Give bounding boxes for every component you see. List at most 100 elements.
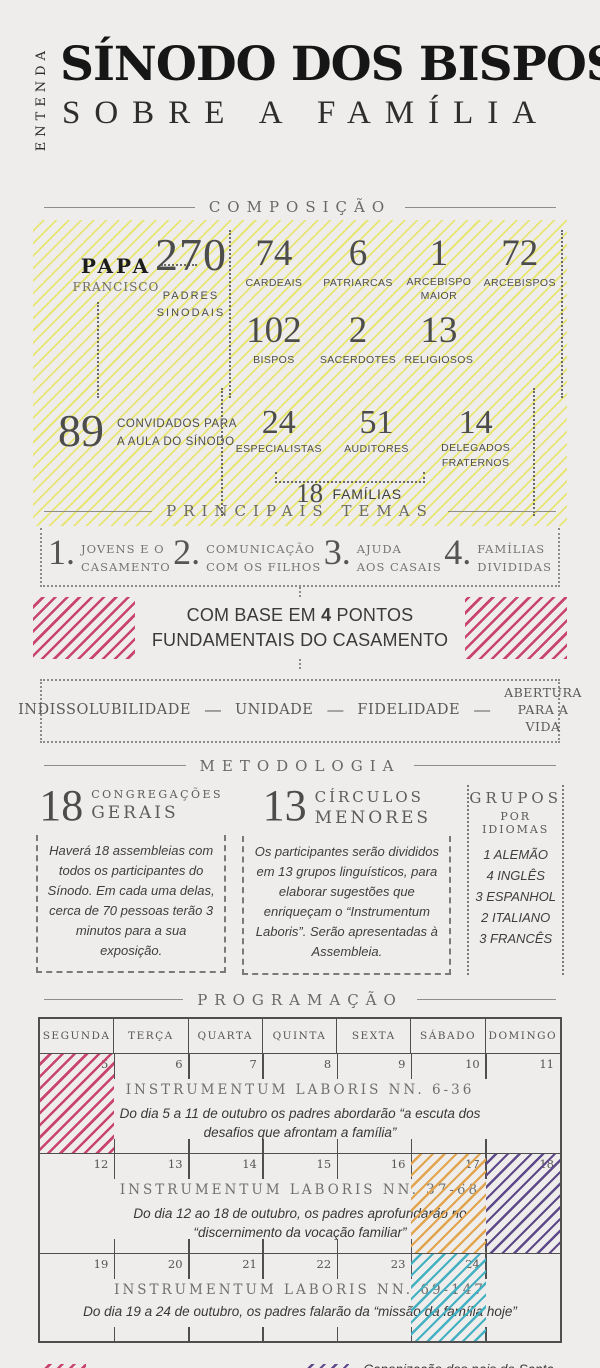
arcebispos-value: 72 — [501, 233, 539, 274]
pontos-band: COM BASE EM 4 PONTOS FUNDAMENTAIS DO CAS… — [33, 596, 567, 659]
calendar-week-2: 12 13 14 15 16 17 18 INSTRUMENTUM LABORI… — [40, 1152, 560, 1253]
padres-sinodais-value: 270 — [155, 229, 227, 280]
grupos-title-2: POR IDIOMAS — [482, 809, 550, 836]
dash-separator: — — [474, 701, 491, 719]
band-line-1: COM BASE EM 4 PONTOS — [135, 603, 465, 627]
familias-value: 18 — [296, 478, 324, 508]
composicao-section: PAPA FRANCISCO 270 PADRES SINODAIS 74 CA… — [33, 220, 567, 526]
tema-3-label: AJUDA AOS CASAIS — [356, 542, 442, 575]
circulos-label-1: CÍRCULOS — [314, 787, 424, 806]
day-cell: 15 — [263, 1153, 339, 1253]
day-cell: 11 — [486, 1054, 560, 1153]
highlight-day-18-canonizacao — [485, 1153, 560, 1253]
day-header-sabado: SÁBADO — [411, 1018, 486, 1053]
member-stat: 74 CARDEAIS — [231, 233, 317, 303]
composicao-heading: COMPOSIÇÃO — [44, 198, 556, 216]
day-cell: 7 — [189, 1053, 265, 1153]
calendar: SEGUNDA TERÇA QUARTA QUINTA SEXTA SÁBADO… — [38, 1016, 562, 1343]
member-stat: 13 RELIGIOSOS — [399, 310, 478, 367]
bispos-value: 102 — [246, 310, 302, 352]
metodologia-row: 18 CONGREGAÇÕES GERAIS Haverá 18 assembl… — [36, 783, 564, 975]
congregacoes-header: 18 CONGREGAÇÕES GERAIS — [36, 783, 226, 827]
pontos-box: INDISSOLUBILIDADE — UNIDADE — FIDELIDADE… — [18, 678, 581, 743]
member-stat: 1 ARCEBISPO MAIOR — [399, 233, 478, 303]
day-header-quarta: QUARTA — [189, 1018, 263, 1053]
padres-sinodais-label: PADRES SINODAIS — [156, 290, 226, 319]
legend-day-number: 18 — [303, 1364, 349, 1368]
guests-box: 24 ESPECIALISTAS 51 AUDITORES 14 DELEGAD… — [221, 388, 535, 516]
highlight-day-5-primeira-sessao — [40, 1053, 115, 1153]
circulos-column: 13 CÍRCULOS MENORES Os participantes ser… — [242, 783, 452, 975]
bispos-label: BISPOS — [253, 353, 295, 366]
page-subtitle: SOBRE A FAMÍLIA — [62, 95, 551, 132]
day-header-quinta: QUINTA — [263, 1018, 338, 1053]
day-number: 22 — [316, 1256, 332, 1271]
day-number: 23 — [390, 1256, 406, 1271]
delegados-label: DELEGADOS FRATERNOS — [441, 442, 511, 469]
week-2-title: INSTRUMENTUM LABORIS NN. 37-68 — [119, 1181, 481, 1198]
band-line-2: FUNDAMENTAIS DO CASAMENTO — [151, 629, 449, 650]
heading-rule-left — [44, 510, 153, 512]
day-header-domingo: DOMINGO — [488, 1029, 558, 1042]
heading-rule-right — [447, 510, 556, 512]
convidados-label: CONVIDADOS PARA A AULA DO SÍNODO — [117, 418, 237, 448]
day-cell: 22 — [263, 1253, 339, 1341]
especialistas-label: ESPECIALISTAS — [235, 443, 322, 456]
tema-1: 1. JOVENS E O CASAMENTO — [48, 534, 171, 577]
arcebispos-label: ARCEBISPOS — [483, 276, 556, 289]
day-number: 16 — [390, 1156, 406, 1171]
week-2-description: Do dia 12 ao 18 de outubro, os padres ap… — [133, 1205, 467, 1241]
tema-3: 3. AJUDA AOS CASAIS — [324, 534, 442, 577]
papa-title: PAPA — [80, 254, 152, 278]
heading-rule-left — [44, 765, 186, 767]
day-cell: 14 — [189, 1153, 265, 1253]
heading-rule-right — [405, 206, 556, 208]
header: ENTENDA SÍNODO DOS BISPOS SOBRE A FAMÍLI… — [0, 0, 600, 166]
highlight-day-17-aniversario — [411, 1153, 486, 1253]
day-cell: 21 — [189, 1253, 265, 1341]
congregacoes-label-2: GERAIS — [91, 802, 179, 823]
legend-text: Canonização dos pais de Santa Teresa de … — [363, 1361, 560, 1368]
circulos-label-2: MENORES — [314, 807, 432, 828]
week-3-title: INSTRUMENTUM LABORIS NN. 69-147 — [114, 1281, 486, 1298]
calendar-week-3: 19 20 21 22 23 24 INSTRUMENTUM LABORIS N… — [40, 1252, 560, 1341]
circulos-header: 13 CÍRCULOS MENORES — [242, 783, 451, 828]
heading-rule-left — [44, 999, 184, 1001]
day-cell: 6 — [114, 1053, 190, 1153]
day-cell: 9 — [337, 1053, 413, 1153]
day-cell: 20 — [114, 1253, 190, 1341]
cardeais-value: 74 — [255, 233, 293, 274]
programacao-heading: PROGRAMAÇÃO — [44, 991, 556, 1009]
sacerdotes-label: SACERDOTES — [319, 353, 397, 366]
day-number: 21 — [242, 1256, 257, 1271]
grupos-title-1: GRUPOS — [469, 788, 562, 807]
familias-label: FAMÍLIAS — [332, 485, 402, 502]
convidados-value: 89 — [58, 405, 104, 456]
week-1-description: Do dia 5 a 11 de outubro os padres abord… — [119, 1105, 481, 1141]
grupos-idiomas-box: GRUPOS POR IDIOMAS 1 ALEMÃO 4 INGLÊS 3 E… — [467, 784, 564, 975]
heading-rule-right — [414, 765, 556, 767]
tema-4-label: FAMÍLIAS DIVIDIDAS — [477, 542, 552, 575]
sacerdotes-value: 2 — [348, 310, 368, 352]
congregacoes-label-1: CONGREGAÇÕES — [91, 787, 224, 801]
header-kicker: ENTENDA — [34, 46, 49, 152]
week-1-title: INSTRUMENTUM LABORIS NN. 6-36 — [125, 1081, 475, 1098]
day-header-sexta: SEXTA — [337, 1018, 412, 1053]
religiosos-value: 13 — [420, 310, 458, 352]
programacao-heading-label: PROGRAMAÇÃO — [197, 990, 403, 1009]
day-cell: 12 — [40, 1153, 116, 1253]
legend-swatch-purple: 18 — [303, 1364, 350, 1368]
tema-1-label: JOVENS E O CASAMENTO — [81, 542, 171, 575]
auditores-value: 51 — [359, 404, 394, 441]
circulos-text: Os participantes serão divididos em 13 g… — [242, 835, 452, 975]
idioma-alemao: 1 ALEMÃO — [483, 846, 548, 862]
guest-stat: 51 AUDITORES — [335, 404, 419, 470]
legend-day-number: 5 — [40, 1364, 86, 1368]
dash-separator: — — [204, 701, 221, 719]
members-box: 74 CARDEAIS 6 PATRIARCAS 1 ARCEBISPO MAI… — [229, 230, 563, 398]
band-pre: COM BASE EM — [186, 605, 316, 626]
temas-heading-label: PRINCIPAIS TEMAS — [166, 502, 434, 520]
dotted-connector-papa — [161, 264, 197, 266]
papa-name: FRANCISCO — [72, 280, 160, 294]
